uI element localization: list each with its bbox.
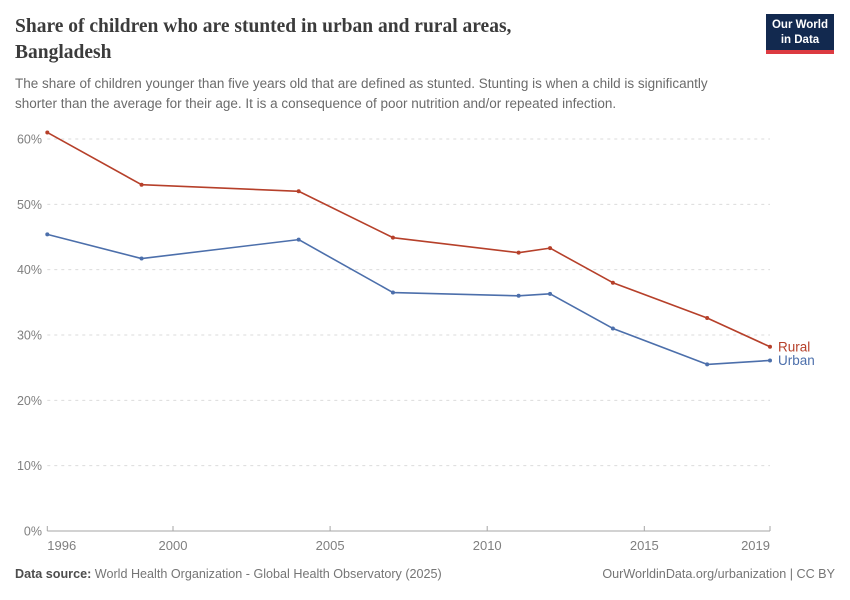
- chart-area: 0% 10% 20% 30% 40% 50% 60% 1996 2000 2005 2010 2015…: [0, 90, 850, 560]
- data-source-text: World Health Organization - Global Healt…: [91, 567, 442, 581]
- chart-subtitle: The share of children younger than five …: [15, 74, 755, 114]
- rural-point-1999[interactable]: [139, 182, 144, 187]
- x-axis-label-2005: 2005: [316, 538, 345, 553]
- chart-header: Share of children who are stunted in urb…: [15, 14, 755, 114]
- owid-logo-text: Our World in Data: [766, 14, 834, 50]
- y-axis-label-20: 20%: [17, 394, 42, 408]
- rural-point-2012[interactable]: [548, 246, 553, 251]
- rural-point-2004[interactable]: [296, 189, 301, 194]
- urban-series-label: Urban: [778, 353, 815, 368]
- urban-point-2012[interactable]: [548, 291, 553, 296]
- subtitle-line-1: The share of children younger than five …: [15, 76, 708, 91]
- attribution-link[interactable]: OurWorldinData.org/urbanization | CC BY: [602, 567, 835, 581]
- owid-logo-accent-bar: [766, 50, 834, 54]
- owid-logo[interactable]: Our World in Data: [766, 14, 834, 54]
- page-title-line-1: Share of children who are stunted in urb…: [15, 16, 512, 37]
- data-source-note: Data source: World Health Organization -…: [15, 567, 442, 581]
- urban-point-1996[interactable]: [45, 232, 50, 237]
- y-axis-label-40: 40%: [17, 263, 42, 277]
- chart-footer: Data source: World Health Organization -…: [15, 567, 835, 581]
- urban-point-2019[interactable]: [768, 358, 772, 363]
- urban-line[interactable]: [46, 233, 771, 366]
- line-chart-plot-area[interactable]: 0% 10% 20% 30% 40% 50% 60% 1996 2000 2005 2010 2015…: [0, 90, 850, 560]
- y-axis-label-0: 0%: [24, 525, 42, 539]
- rural-line[interactable]: [46, 131, 771, 348]
- rural-point-2007[interactable]: [390, 235, 395, 240]
- y-axis-label-10: 10%: [17, 459, 42, 473]
- rural-point-2017[interactable]: [705, 316, 710, 321]
- rural-point-2019[interactable]: [768, 344, 772, 349]
- owid-logo-line-1: Our World: [771, 19, 828, 31]
- subtitle-line-2: shorter than the average for their age. …: [15, 96, 617, 111]
- rural-point-2011[interactable]: [516, 250, 521, 255]
- rural-series-label: Rural: [778, 339, 810, 354]
- urban-point-2011[interactable]: [516, 293, 521, 298]
- urban-point-2007[interactable]: [390, 290, 395, 295]
- rural-point-2014[interactable]: [610, 280, 615, 285]
- y-axis-label-30: 30%: [17, 329, 42, 343]
- urban-point-2017[interactable]: [705, 362, 710, 367]
- urban-point-1999[interactable]: [139, 256, 144, 261]
- urban-point-2014[interactable]: [610, 326, 615, 331]
- rural-point-1996[interactable]: [45, 130, 50, 135]
- x-axis-label-2015: 2015: [630, 538, 659, 553]
- x-axis-label-2019: 2019: [741, 538, 770, 553]
- data-source-label: Data source:: [15, 567, 92, 581]
- x-axis-label-2000: 2000: [159, 538, 188, 553]
- x-axis-label-2010: 2010: [473, 538, 502, 553]
- y-axis-label-60: 60%: [17, 133, 42, 147]
- page-title-line-2: Bangladesh: [15, 42, 112, 63]
- x-axis-label-1996: 1996: [47, 538, 76, 553]
- y-axis-label-50: 50%: [17, 198, 42, 212]
- urban-point-2004[interactable]: [296, 237, 301, 242]
- owid-logo-line-2: in Data: [780, 33, 820, 46]
